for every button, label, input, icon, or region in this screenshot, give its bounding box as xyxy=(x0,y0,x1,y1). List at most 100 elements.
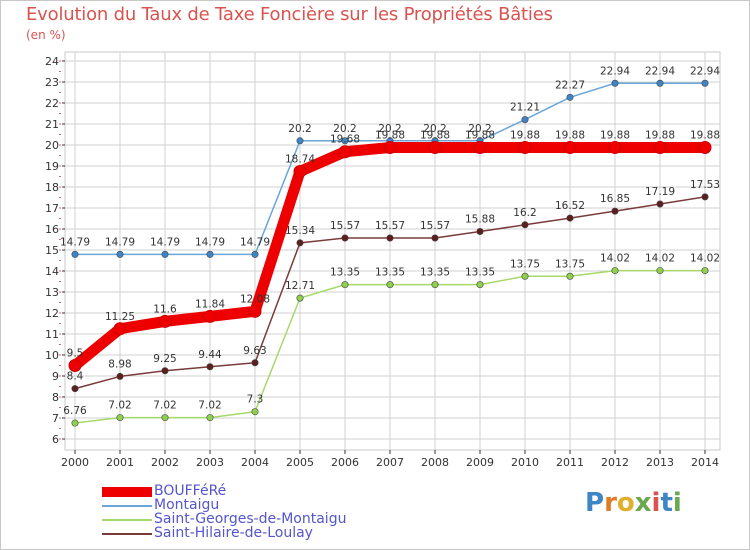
x-tick-label: 2002 xyxy=(151,456,179,469)
data-label: 8.98 xyxy=(108,358,131,370)
data-point xyxy=(383,141,397,155)
data-label: 19.88 xyxy=(420,130,450,142)
data-label: 14.02 xyxy=(600,253,630,265)
data-label: 13.35 xyxy=(465,267,495,279)
data-label: 14.79 xyxy=(150,236,180,248)
data-label: 19.88 xyxy=(555,130,585,142)
data-point xyxy=(473,141,487,155)
y-tick-label: 13 xyxy=(45,286,59,299)
logo-letter: x xyxy=(634,488,652,518)
data-label: 15.34 xyxy=(285,225,315,237)
y-tick-label: 22 xyxy=(45,97,59,110)
data-label: 17.19 xyxy=(645,186,675,198)
data-label: 11.84 xyxy=(195,298,225,310)
data-point xyxy=(611,207,619,215)
data-label: 18.74 xyxy=(285,153,315,165)
y-tick-label: 9 xyxy=(52,370,59,383)
data-point xyxy=(386,281,394,289)
y-tick-label: 12 xyxy=(45,307,59,320)
data-label: 19.88 xyxy=(375,130,405,142)
data-label: 13.35 xyxy=(375,267,405,279)
data-point xyxy=(251,408,259,416)
data-label: 11.25 xyxy=(105,311,135,323)
data-point xyxy=(293,164,307,178)
legend-swatch xyxy=(102,487,152,497)
data-label: 19.88 xyxy=(645,130,675,142)
data-label: 14.02 xyxy=(645,253,675,265)
data-label: 7.02 xyxy=(108,400,131,412)
data-label: 17.53 xyxy=(690,179,720,191)
data-point xyxy=(341,234,349,242)
data-label: 16.85 xyxy=(600,193,630,205)
y-tick-label: 18 xyxy=(45,181,59,194)
data-point xyxy=(296,137,304,145)
data-point xyxy=(248,304,262,318)
x-tick-label: 2013 xyxy=(646,456,674,469)
data-point xyxy=(338,145,352,159)
data-label: 14.79 xyxy=(195,236,225,248)
x-tick-label: 2012 xyxy=(601,456,629,469)
legend-label: BOUFFéRé xyxy=(154,483,227,499)
data-label: 16.2 xyxy=(513,207,536,219)
data-point xyxy=(116,414,124,422)
y-tick-label: 10 xyxy=(45,349,59,362)
x-tick-label: 2001 xyxy=(106,456,134,469)
y-tick-label: 16 xyxy=(45,223,59,236)
data-point xyxy=(428,141,442,155)
data-label: 7.02 xyxy=(198,400,221,412)
x-tick-label: 2007 xyxy=(376,456,404,469)
logo-letter: P xyxy=(585,488,605,518)
data-label: 6.76 xyxy=(63,405,87,417)
data-point xyxy=(71,419,79,427)
data-label: 22.94 xyxy=(600,65,630,77)
data-label: 15.57 xyxy=(420,220,450,232)
data-point xyxy=(521,221,529,229)
data-point xyxy=(566,93,574,101)
x-tick-label: 2003 xyxy=(196,456,224,469)
data-point xyxy=(701,193,709,201)
data-point xyxy=(251,359,259,367)
data-point xyxy=(158,314,172,328)
data-point xyxy=(566,272,574,280)
data-label: 14.79 xyxy=(60,236,90,248)
data-label: 14.02 xyxy=(690,253,720,265)
data-point xyxy=(608,141,622,155)
x-tick-label: 2005 xyxy=(286,456,314,469)
data-point xyxy=(518,141,532,155)
data-label: 22.27 xyxy=(555,79,585,91)
data-label: 9.5 xyxy=(67,348,84,360)
y-tick-label: 15 xyxy=(45,244,59,257)
data-label: 19.88 xyxy=(690,130,720,142)
data-label: 19.88 xyxy=(510,130,540,142)
data-point xyxy=(611,267,619,275)
y-tick-label: 20 xyxy=(45,139,59,152)
data-point xyxy=(71,385,79,393)
data-label: 9.63 xyxy=(243,345,266,357)
data-point xyxy=(341,281,349,289)
data-point xyxy=(71,250,79,258)
data-point xyxy=(566,214,574,222)
data-point xyxy=(611,79,619,87)
x-tick-label: 2014 xyxy=(691,456,719,469)
data-point xyxy=(386,234,394,242)
y-tick-label: 7 xyxy=(52,412,59,425)
data-label: 13.35 xyxy=(330,267,360,279)
data-label: 14.79 xyxy=(105,236,135,248)
data-label: 20.2 xyxy=(423,123,446,135)
data-point xyxy=(203,309,217,323)
plot-area xyxy=(64,51,721,451)
data-point xyxy=(161,414,169,422)
x-tick-label: 2009 xyxy=(466,456,494,469)
data-label: 20.2 xyxy=(333,123,356,135)
y-tick-label: 23 xyxy=(45,76,59,89)
proxiti-logo: Proxiti xyxy=(585,488,682,518)
data-label: 22.94 xyxy=(645,65,675,77)
data-label: 19.68 xyxy=(330,134,360,146)
data-point xyxy=(116,250,124,258)
legend-swatch xyxy=(102,505,152,507)
data-label: 15.57 xyxy=(375,220,405,232)
data-point xyxy=(161,367,169,375)
data-point xyxy=(68,359,82,372)
data-label: 9.44 xyxy=(198,349,222,361)
